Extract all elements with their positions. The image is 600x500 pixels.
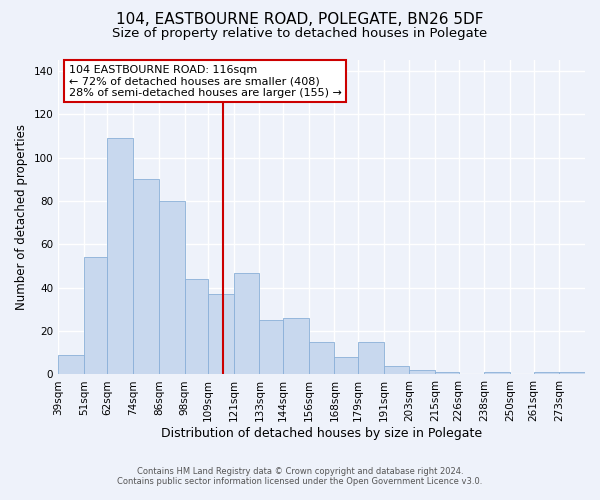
Text: Contains HM Land Registry data © Crown copyright and database right 2024.: Contains HM Land Registry data © Crown c…	[137, 467, 463, 476]
Bar	[107, 138, 133, 374]
Text: 104 EASTBOURNE ROAD: 116sqm
← 72% of detached houses are smaller (408)
28% of se: 104 EASTBOURNE ROAD: 116sqm ← 72% of det…	[69, 64, 341, 98]
Bar	[309, 342, 334, 374]
Bar	[358, 342, 383, 374]
Bar	[208, 294, 234, 374]
Bar	[559, 372, 585, 374]
X-axis label: Distribution of detached houses by size in Polegate: Distribution of detached houses by size …	[161, 427, 482, 440]
Bar	[58, 355, 84, 374]
Y-axis label: Number of detached properties: Number of detached properties	[15, 124, 28, 310]
Bar	[334, 357, 358, 374]
Bar	[159, 201, 185, 374]
Text: Contains public sector information licensed under the Open Government Licence v3: Contains public sector information licen…	[118, 477, 482, 486]
Bar	[259, 320, 283, 374]
Bar	[234, 272, 259, 374]
Bar	[383, 366, 409, 374]
Bar	[283, 318, 309, 374]
Bar	[435, 372, 458, 374]
Bar	[133, 180, 159, 374]
Text: Size of property relative to detached houses in Polegate: Size of property relative to detached ho…	[112, 28, 488, 40]
Bar	[533, 372, 559, 374]
Bar	[409, 370, 435, 374]
Bar	[84, 258, 107, 374]
Bar	[185, 279, 208, 374]
Text: 104, EASTBOURNE ROAD, POLEGATE, BN26 5DF: 104, EASTBOURNE ROAD, POLEGATE, BN26 5DF	[116, 12, 484, 28]
Bar	[484, 372, 510, 374]
